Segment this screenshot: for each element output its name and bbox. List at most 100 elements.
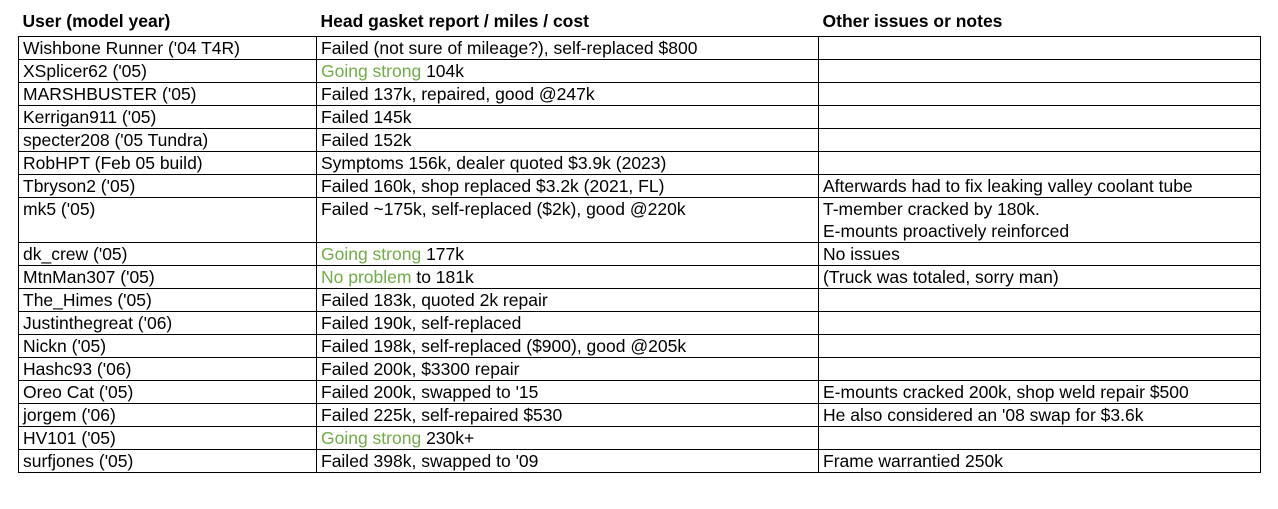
- table-row: Hashc93 ('06) Failed 200k, $3300 repair: [18, 357, 1261, 381]
- report-text: Failed (not sure of mileage?), self-repl…: [321, 38, 698, 58]
- cell-user: dk_crew ('05): [18, 242, 317, 266]
- cell-report: No problem to 181k: [316, 265, 819, 289]
- cell-report: Failed 152k: [316, 128, 819, 152]
- cell-user: XSplicer62 ('05): [18, 59, 317, 83]
- table-row: mk5 ('05) Failed ~175k, self-replaced ($2…: [18, 197, 1261, 243]
- cell-user: RobHPT (Feb 05 build): [18, 151, 317, 175]
- table-row: Kerrigan911 ('05) Failed 145k: [18, 105, 1261, 129]
- cell-notes: E-mounts cracked 200k, shop weld repair …: [818, 380, 1261, 404]
- header-user: User (model year): [22, 11, 171, 31]
- cell-user: Wishbone Runner ('04 T4R): [18, 36, 317, 60]
- head-gasket-table: User (model year) Head gasket report / m…: [18, 6, 1261, 473]
- cell-user: Tbryson2 ('05): [18, 174, 317, 198]
- note-line: He also considered an '08 swap for $3.6k: [823, 405, 1144, 425]
- table-body: Wishbone Runner ('04 T4R) Failed (not sur…: [18, 36, 1261, 473]
- cell-user: Kerrigan911 ('05): [18, 105, 317, 129]
- table-row: surfjones ('05) Failed 398k, swapped to '…: [18, 449, 1261, 473]
- cell-report: Failed ~175k, self-replaced ($2k), good …: [316, 197, 819, 243]
- table-row: RobHPT (Feb 05 build) Symptoms 156k, deal…: [18, 151, 1261, 175]
- cell-user: Nickn ('05): [18, 334, 317, 358]
- cell-report: Failed 190k, self-replaced: [316, 311, 819, 335]
- note-line: Frame warrantied 250k: [823, 451, 1003, 471]
- report-text: Failed 398k, swapped to '09: [321, 451, 539, 471]
- report-text: 104k: [421, 61, 465, 81]
- cell-notes: No issues: [818, 242, 1261, 266]
- table-row: MtnMan307 ('05) No problem to 181k (Truck …: [18, 265, 1261, 289]
- cell-notes: [818, 334, 1261, 358]
- cell-notes: [818, 59, 1261, 83]
- cell-report: Failed 145k: [316, 105, 819, 129]
- cell-notes: [818, 357, 1261, 381]
- note-line: T-member cracked by 180k.: [823, 199, 1040, 219]
- table-row: Nickn ('05) Failed 198k, self-replaced ($…: [18, 334, 1261, 358]
- report-text: Failed 198k, self-replaced ($900), good …: [321, 336, 687, 356]
- table-row: Justinthegreat ('06) Failed 190k, self-re…: [18, 311, 1261, 335]
- cell-notes: [818, 128, 1261, 152]
- cell-report: Failed 200k, $3300 repair: [316, 357, 819, 381]
- cell-user: surfjones ('05): [18, 449, 317, 473]
- cell-notes: [818, 426, 1261, 450]
- cell-report: Failed 137k, repaired, good @247k: [316, 82, 819, 106]
- note-line: E-mounts cracked 200k, shop weld repair …: [823, 382, 1189, 402]
- cell-notes: Afterwards had to fix leaking valley coo…: [818, 174, 1261, 198]
- cell-notes: T-member cracked by 180k. E-mounts proact…: [818, 197, 1261, 243]
- report-text: Failed 137k, repaired, good @247k: [321, 84, 595, 104]
- header-row: User (model year) Head gasket report / m…: [19, 6, 1261, 37]
- report-text: Failed 200k, swapped to '15: [321, 382, 539, 402]
- report-text: to 181k: [411, 267, 474, 287]
- cell-report: Failed 183k, quoted 2k repair: [316, 288, 819, 312]
- report-text: Failed 160k, shop replaced $3.2k (2021, …: [321, 176, 665, 196]
- cell-report: Failed 225k, self-repaired $530: [316, 403, 819, 427]
- cell-report: Failed 198k, self-replaced ($900), good …: [316, 334, 819, 358]
- table-row: Oreo Cat ('05) Failed 200k, swapped to '1…: [18, 380, 1261, 404]
- cell-report: Failed 398k, swapped to '09: [316, 449, 819, 473]
- cell-user: MtnMan307 ('05): [18, 265, 317, 289]
- report-text: Failed 183k, quoted 2k repair: [321, 290, 548, 310]
- note-line: No issues: [823, 244, 900, 264]
- cell-notes: [818, 36, 1261, 60]
- cell-report: Going strong 177k: [316, 242, 819, 266]
- cell-notes: [818, 288, 1261, 312]
- cell-notes: [818, 311, 1261, 335]
- cell-notes: He also considered an '08 swap for $3.6k: [818, 403, 1261, 427]
- cell-notes: [818, 82, 1261, 106]
- cell-notes: [818, 151, 1261, 175]
- table-row: Wishbone Runner ('04 T4R) Failed (not sur…: [18, 36, 1261, 60]
- cell-notes: (Truck was totaled, sorry man): [818, 265, 1261, 289]
- table-row: dk_crew ('05) Going strong 177k No issues: [18, 242, 1261, 266]
- cell-user: specter208 ('05 Tundra): [18, 128, 317, 152]
- report-text: Symptoms 156k, dealer quoted $3.9k (2023…: [321, 153, 667, 173]
- cell-user: jorgem ('06): [18, 403, 317, 427]
- report-text: 177k: [421, 244, 465, 264]
- cell-user: MARSHBUSTER ('05): [18, 82, 317, 106]
- report-text: Failed 200k, $3300 repair: [321, 359, 520, 379]
- table-row: XSplicer62 ('05) Going strong 104k: [18, 59, 1261, 83]
- cell-report: Going strong 104k: [316, 59, 819, 83]
- table-row: MARSHBUSTER ('05) Failed 137k, repaired, …: [18, 82, 1261, 106]
- positive-status-text: No problem: [321, 267, 412, 287]
- cell-report: Symptoms 156k, dealer quoted $3.9k (2023…: [316, 151, 819, 175]
- report-text: Failed 145k: [321, 107, 412, 127]
- table-row: jorgem ('06) Failed 225k, self-repaired $…: [18, 403, 1261, 427]
- cell-user: Justinthegreat ('06): [18, 311, 317, 335]
- cell-user: The_Himes ('05): [18, 288, 317, 312]
- report-text: Failed ~175k, self-replaced ($2k), good …: [321, 199, 686, 219]
- report-text: Failed 190k, self-replaced: [321, 313, 522, 333]
- cell-report: Failed (not sure of mileage?), self-repl…: [316, 36, 819, 60]
- report-text: Failed 152k: [321, 130, 412, 150]
- table-header: User (model year) Head gasket report / m…: [19, 6, 1261, 37]
- report-text: 230k+: [421, 428, 475, 448]
- cell-user: Oreo Cat ('05): [18, 380, 317, 404]
- note-line: E-mounts proactively reinforced: [823, 221, 1070, 241]
- table-row: specter208 ('05 Tundra) Failed 152k: [18, 128, 1261, 152]
- cell-user: HV101 ('05): [18, 426, 317, 450]
- cell-user: Hashc93 ('06): [18, 357, 317, 381]
- positive-status-text: Going strong: [321, 61, 422, 81]
- table-row: The_Himes ('05) Failed 183k, quoted 2k re…: [18, 288, 1261, 312]
- table-row: Tbryson2 ('05) Failed 160k, shop replaced…: [18, 174, 1261, 198]
- positive-status-text: Going strong: [321, 244, 422, 264]
- table-row: HV101 ('05) Going strong 230k+: [18, 426, 1261, 450]
- note-line: (Truck was totaled, sorry man): [823, 267, 1059, 287]
- header-report: Head gasket report / miles / cost: [320, 11, 589, 31]
